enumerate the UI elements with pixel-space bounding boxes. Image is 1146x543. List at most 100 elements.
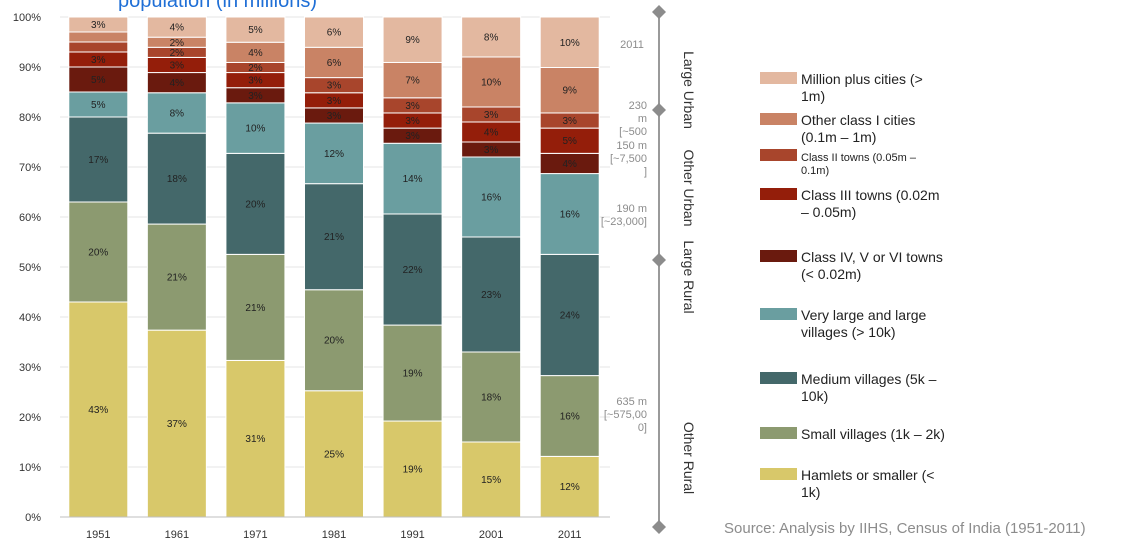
bar-value-label: 7% xyxy=(405,76,420,87)
source-note: Source: Analysis by IIHS, Census of Indi… xyxy=(724,520,1086,537)
bracket-diamond xyxy=(652,253,666,267)
x-tick-label: 1971 xyxy=(243,529,267,541)
annotation-other-rural: 0] xyxy=(638,422,647,434)
bar-segment xyxy=(68,31,129,43)
bar-segment xyxy=(225,152,286,255)
bracket-diamond xyxy=(652,103,666,117)
bar-value-label: 5% xyxy=(91,100,106,111)
y-tick-label: 0% xyxy=(25,512,41,524)
bar-segment xyxy=(304,122,364,185)
bar-value-label: 16% xyxy=(560,209,580,220)
bar-segment xyxy=(304,390,364,518)
annotation-other-urban: ] xyxy=(644,166,647,178)
y-tick-label: 60% xyxy=(19,212,41,224)
bar-segment xyxy=(539,173,600,255)
bar-value-label: 3% xyxy=(405,131,420,142)
bar-value-label: 3% xyxy=(484,110,499,121)
bar-value-label: 22% xyxy=(403,265,423,276)
legend-swatch xyxy=(760,188,797,200)
annotation-other-urban: 150 m xyxy=(616,140,647,152)
bar-value-label: 5% xyxy=(248,25,263,36)
bar-segment xyxy=(539,455,600,518)
x-tick-label: 1951 xyxy=(86,529,110,541)
y-tick-label: 50% xyxy=(19,262,41,274)
bar-value-label: 20% xyxy=(324,336,344,347)
y-tick-label: 80% xyxy=(19,112,41,124)
legend-swatch xyxy=(760,427,797,439)
bar-segment xyxy=(304,16,364,48)
bar-segment xyxy=(146,16,207,38)
bar-segment xyxy=(382,16,443,63)
bar-value-label: 3% xyxy=(327,96,342,107)
bar-segment xyxy=(461,236,522,353)
legend-swatch xyxy=(760,468,797,480)
bar-value-label: 17% xyxy=(88,155,108,166)
legend-label: – 0.05m) xyxy=(801,204,856,220)
legend-swatch xyxy=(760,149,797,161)
bar-segment xyxy=(539,67,600,114)
bar-segment xyxy=(539,16,600,69)
bar-segment xyxy=(68,66,129,93)
y-tick-label: 70% xyxy=(19,162,41,174)
bar-value-label: 3% xyxy=(562,116,577,127)
x-tick-label: 2001 xyxy=(479,529,503,541)
legend-label: (< 0.02m) xyxy=(801,266,861,282)
bar-value-label: 4% xyxy=(562,159,577,170)
axes: 0% 10% 20% 30% 40% 50% 60% 70% 80% 90% 100% 1951 196… xyxy=(13,12,610,541)
bar-value-label: 16% xyxy=(481,193,501,204)
legend-swatch xyxy=(760,113,797,125)
bar-value-label: 3% xyxy=(91,20,106,31)
y-tick-label: 40% xyxy=(19,312,41,324)
bar-value-label: 2% xyxy=(170,48,185,59)
bar-value-label: 10% xyxy=(560,38,580,49)
bar-value-label: 23% xyxy=(481,290,501,301)
bar-value-label: 3% xyxy=(248,91,263,102)
legend-label: 1m) xyxy=(801,88,825,104)
y-tick-label: 10% xyxy=(19,462,41,474)
annotation-large-rural: 190 m xyxy=(616,203,647,215)
annotation-year: 2011 xyxy=(620,39,644,51)
bar-value-label: 37% xyxy=(167,419,187,430)
bar-segment xyxy=(146,223,207,331)
legend-swatch xyxy=(760,72,797,84)
band-label: Other Rural xyxy=(681,422,697,494)
bar-value-label: 14% xyxy=(403,174,423,185)
legend-label: Class IV, V or VI towns xyxy=(801,249,943,265)
bar-value-label: 9% xyxy=(405,35,420,46)
bar-value-label: 4% xyxy=(170,23,185,34)
legend-label: 10k) xyxy=(801,388,828,404)
bar-segment xyxy=(68,116,129,203)
x-tick-label: 1961 xyxy=(165,529,189,541)
band-label: Other Urban xyxy=(681,149,697,226)
legend: Million plus cities (>1m) Other class I c… xyxy=(760,71,945,500)
bar-value-label: 8% xyxy=(484,33,499,44)
bar-segment xyxy=(146,329,207,518)
bar-value-label: 2% xyxy=(170,38,185,49)
legend-swatch xyxy=(760,372,797,384)
chart-title-fragment: population (in millions) xyxy=(118,0,317,12)
bar-value-label: 4% xyxy=(484,128,499,139)
bar-value-label: 9% xyxy=(562,86,577,97)
y-tick-label: 100% xyxy=(13,12,41,24)
bar-value-label: 6% xyxy=(327,58,342,69)
bar-value-label: 21% xyxy=(245,303,265,314)
bar-value-label: 12% xyxy=(560,482,580,493)
annotation-large-rural: [~23,000] xyxy=(601,216,647,228)
bar-segment xyxy=(461,16,522,58)
y-tick-label: 90% xyxy=(19,62,41,74)
legend-label: Other class I cities xyxy=(801,112,915,128)
bar-segment xyxy=(304,183,364,291)
y-tick-label: 20% xyxy=(19,412,41,424)
bar-value-label: 21% xyxy=(167,273,187,284)
bar-value-label: 3% xyxy=(484,145,499,156)
bar-value-label: 3% xyxy=(327,81,342,92)
bar-segment xyxy=(225,16,286,43)
bar-value-label: 4% xyxy=(248,48,263,59)
annotation-other-rural: [~575,00 xyxy=(604,409,647,421)
annotation-large-urban: [~500 xyxy=(619,126,647,138)
legend-label: 0.1m) xyxy=(801,165,829,177)
bar-value-label: 12% xyxy=(324,149,344,160)
bar-value-label: 20% xyxy=(88,248,108,259)
legend-label: villages (> 10k) xyxy=(801,324,896,340)
